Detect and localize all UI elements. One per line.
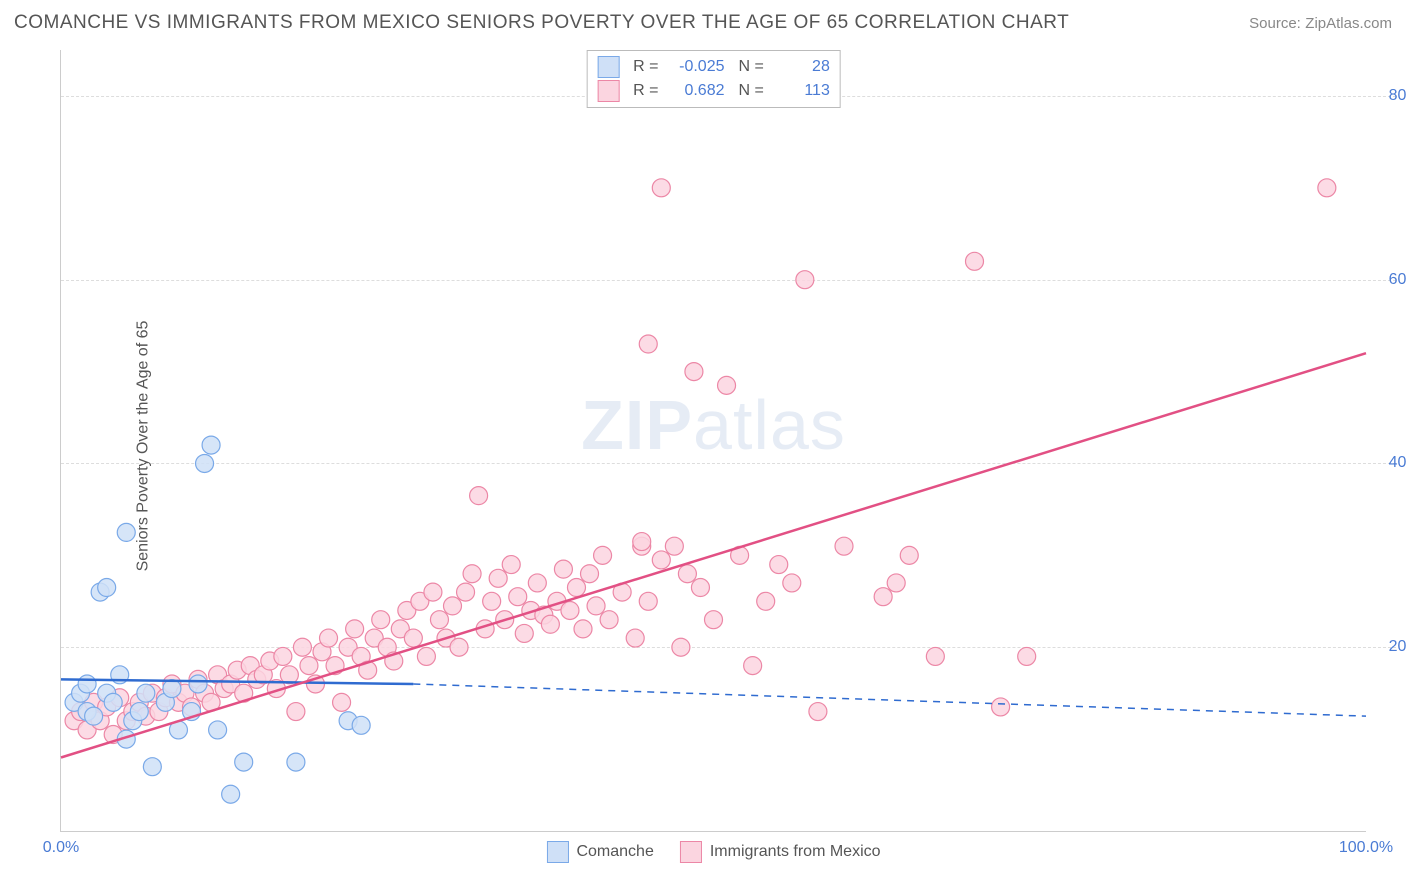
correlation-legend: R = -0.025 N = 28 R = 0.682 N = 113 xyxy=(586,50,841,108)
r-label: R = xyxy=(633,82,658,100)
swatch-comanche xyxy=(597,56,619,78)
swatch-mexico xyxy=(680,841,702,863)
xtick-label: 0.0% xyxy=(43,839,79,857)
n-label: N = xyxy=(739,58,764,76)
source-label: Source: xyxy=(1249,15,1301,32)
swatch-mexico xyxy=(597,80,619,102)
r-value-comanche: -0.025 xyxy=(669,58,725,76)
source-value: ZipAtlas.com xyxy=(1305,15,1392,32)
ytick-label: 60.0% xyxy=(1389,271,1406,289)
ytick-label: 20.0% xyxy=(1389,638,1406,656)
legend-item-mexico: Immigrants from Mexico xyxy=(680,841,881,863)
n-value-mexico: 113 xyxy=(774,82,830,100)
legend-row-comanche: R = -0.025 N = 28 xyxy=(597,55,830,79)
xtick-label: 100.0% xyxy=(1339,839,1393,857)
source-attribution: Source: ZipAtlas.com xyxy=(1249,15,1392,33)
legend-label-mexico: Immigrants from Mexico xyxy=(710,843,881,861)
n-label: N = xyxy=(739,82,764,100)
r-value-mexico: 0.682 xyxy=(669,82,725,100)
series-legend: Comanche Immigrants from Mexico xyxy=(546,841,880,863)
legend-row-mexico: R = 0.682 N = 113 xyxy=(597,79,830,103)
ytick-label: 80.0% xyxy=(1389,87,1406,105)
chart-plot-area: ZIPatlas 20.0%40.0%60.0%80.0% R = -0.025… xyxy=(60,50,1366,832)
n-value-comanche: 28 xyxy=(774,58,830,76)
ytick-label: 40.0% xyxy=(1389,454,1406,472)
scatter-plot-svg xyxy=(61,50,1366,831)
legend-item-comanche: Comanche xyxy=(546,841,653,863)
chart-title: COMANCHE VS IMMIGRANTS FROM MEXICO SENIO… xyxy=(14,12,1069,34)
swatch-comanche xyxy=(546,841,568,863)
r-label: R = xyxy=(633,58,658,76)
legend-label-comanche: Comanche xyxy=(576,843,653,861)
